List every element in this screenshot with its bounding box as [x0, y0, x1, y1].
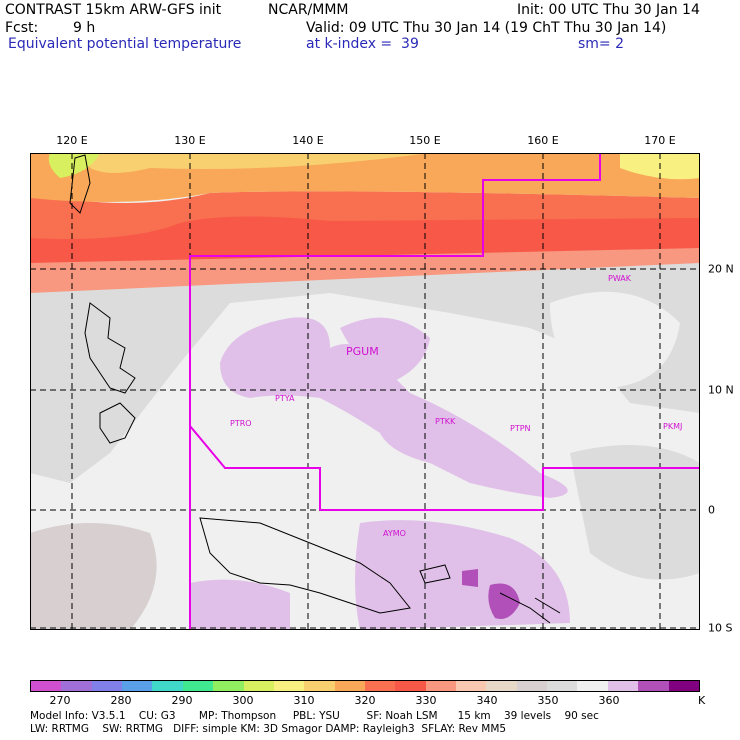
colorbar-swatch [577, 681, 608, 691]
gray-patch-southeast [570, 445, 700, 580]
station-ptro: PTRO [230, 419, 252, 428]
lat-label-10n: 10 N [708, 383, 734, 397]
colorbar-label-290: 290 [171, 694, 193, 707]
colorbar-label-350: 350 [537, 694, 559, 707]
field-name: Equivalent potential temperature [8, 36, 242, 52]
colorbar-label-360: 360 [598, 694, 620, 707]
light-orange-band [90, 153, 430, 173]
lon-label-150e: 150 E [409, 134, 441, 147]
theta-e-map: PWAK PGUM PTYA PTRO PTKK PTPN PKMJ AYMO [30, 153, 700, 630]
lon-label-120e: 120 E [56, 134, 88, 147]
domain-boundary [189, 153, 700, 630]
coral-band [30, 191, 700, 239]
valid-time: Valid: 09 UTC Thu 30 Jan 14 (19 ChT Thu … [306, 20, 667, 36]
station-pgum: PGUM [346, 345, 379, 358]
colorbar-label-280: 280 [110, 694, 132, 707]
lavender-region-guam [340, 317, 430, 383]
gray-band-north [30, 263, 700, 483]
colorbar-swatch [61, 681, 92, 691]
lon-label-170e: 170 E [644, 134, 676, 147]
colorbar [30, 680, 700, 692]
mindanao-outline [99, 402, 136, 444]
station-pkmj: PKMJ [663, 422, 682, 431]
lon-label-160e: 160 E [527, 134, 559, 147]
org-label: NCAR/MMM [268, 2, 349, 18]
lon-label-130e: 130 E [174, 134, 206, 147]
colorbar-label-270: 270 [49, 694, 71, 707]
taiwan-outline [69, 154, 91, 214]
station-ptkk: PTKK [435, 417, 456, 426]
colorbar-swatch [334, 681, 365, 691]
station-labels: PWAK PGUM PTYA PTRO PTKK PTPN PKMJ AYMO [230, 274, 682, 538]
level-label: at k-index = 39 [306, 36, 419, 52]
colorbar-swatch [31, 681, 62, 691]
colorbar-swatch [304, 681, 335, 691]
station-pwak: PWAK [608, 274, 632, 283]
colorbar-swatch [213, 681, 244, 691]
forecast-label: Fcst: [5, 20, 39, 36]
lon-label-140e: 140 E [292, 134, 324, 147]
colorbar-label-340: 340 [476, 694, 498, 707]
station-aymo: AYMO [383, 529, 406, 538]
colorbar-swatch [152, 681, 183, 691]
new-guinea-outline [199, 517, 411, 614]
colorbar-swatch [638, 681, 669, 691]
model-title: CONTRAST 15km ARW-GFS init [5, 2, 222, 18]
colorbar-label-330: 330 [415, 694, 437, 707]
colorbar-label-310: 310 [293, 694, 315, 707]
purple-core-east [488, 583, 520, 619]
colorbar-swatch [91, 681, 123, 691]
luzon-outline [84, 302, 136, 394]
lavender-region-southwest [190, 579, 290, 630]
new-britain-outline [419, 564, 451, 584]
colorbar-swatch [364, 681, 396, 691]
colorbar-swatch [547, 681, 578, 691]
colorbar-swatch [122, 681, 153, 691]
colorbar-label-320: 320 [354, 694, 376, 707]
colorbar-swatch [456, 681, 487, 691]
model-info-line2: LW: RRTMG SW: RRTMG DIFF: simple KM: 3D … [30, 723, 507, 735]
colorbar-unit: K [698, 694, 706, 707]
init-time: Init: 00 UTC Thu 30 Jan 14 [517, 2, 700, 18]
red-band [30, 208, 700, 263]
purple-core-west [462, 569, 478, 587]
station-ptya: PTYA [275, 394, 295, 403]
smoothing-label: sm= 2 [578, 36, 625, 52]
colorbar-swatch [607, 681, 639, 691]
lavender-region-pacific [220, 317, 568, 498]
colorbar-swatch [486, 681, 517, 691]
map-frame [30, 153, 700, 630]
colorbar-label-300: 300 [232, 694, 254, 707]
colorbar-swatch [668, 681, 699, 691]
forecast-hour: 9 h [73, 20, 96, 36]
model-info-line1: Model Info: V3.5.1 CU: G3 MP: Thompson P… [30, 710, 599, 722]
colorbar-swatch [425, 681, 457, 691]
colorbar-swatch [243, 681, 274, 691]
colorbar-swatch [395, 681, 426, 691]
lat-label-equator: 0 [708, 503, 715, 517]
lat-label-10s: 10 S [708, 621, 733, 635]
gray-region-south [30, 523, 157, 630]
colorbar-swatch [273, 681, 305, 691]
station-ptpn: PTPN [510, 424, 531, 433]
colorbar-swatch [516, 681, 548, 691]
lat-label-20n: 20 N [708, 262, 734, 276]
light-region-east [550, 291, 680, 388]
colorbar-swatch [182, 681, 214, 691]
